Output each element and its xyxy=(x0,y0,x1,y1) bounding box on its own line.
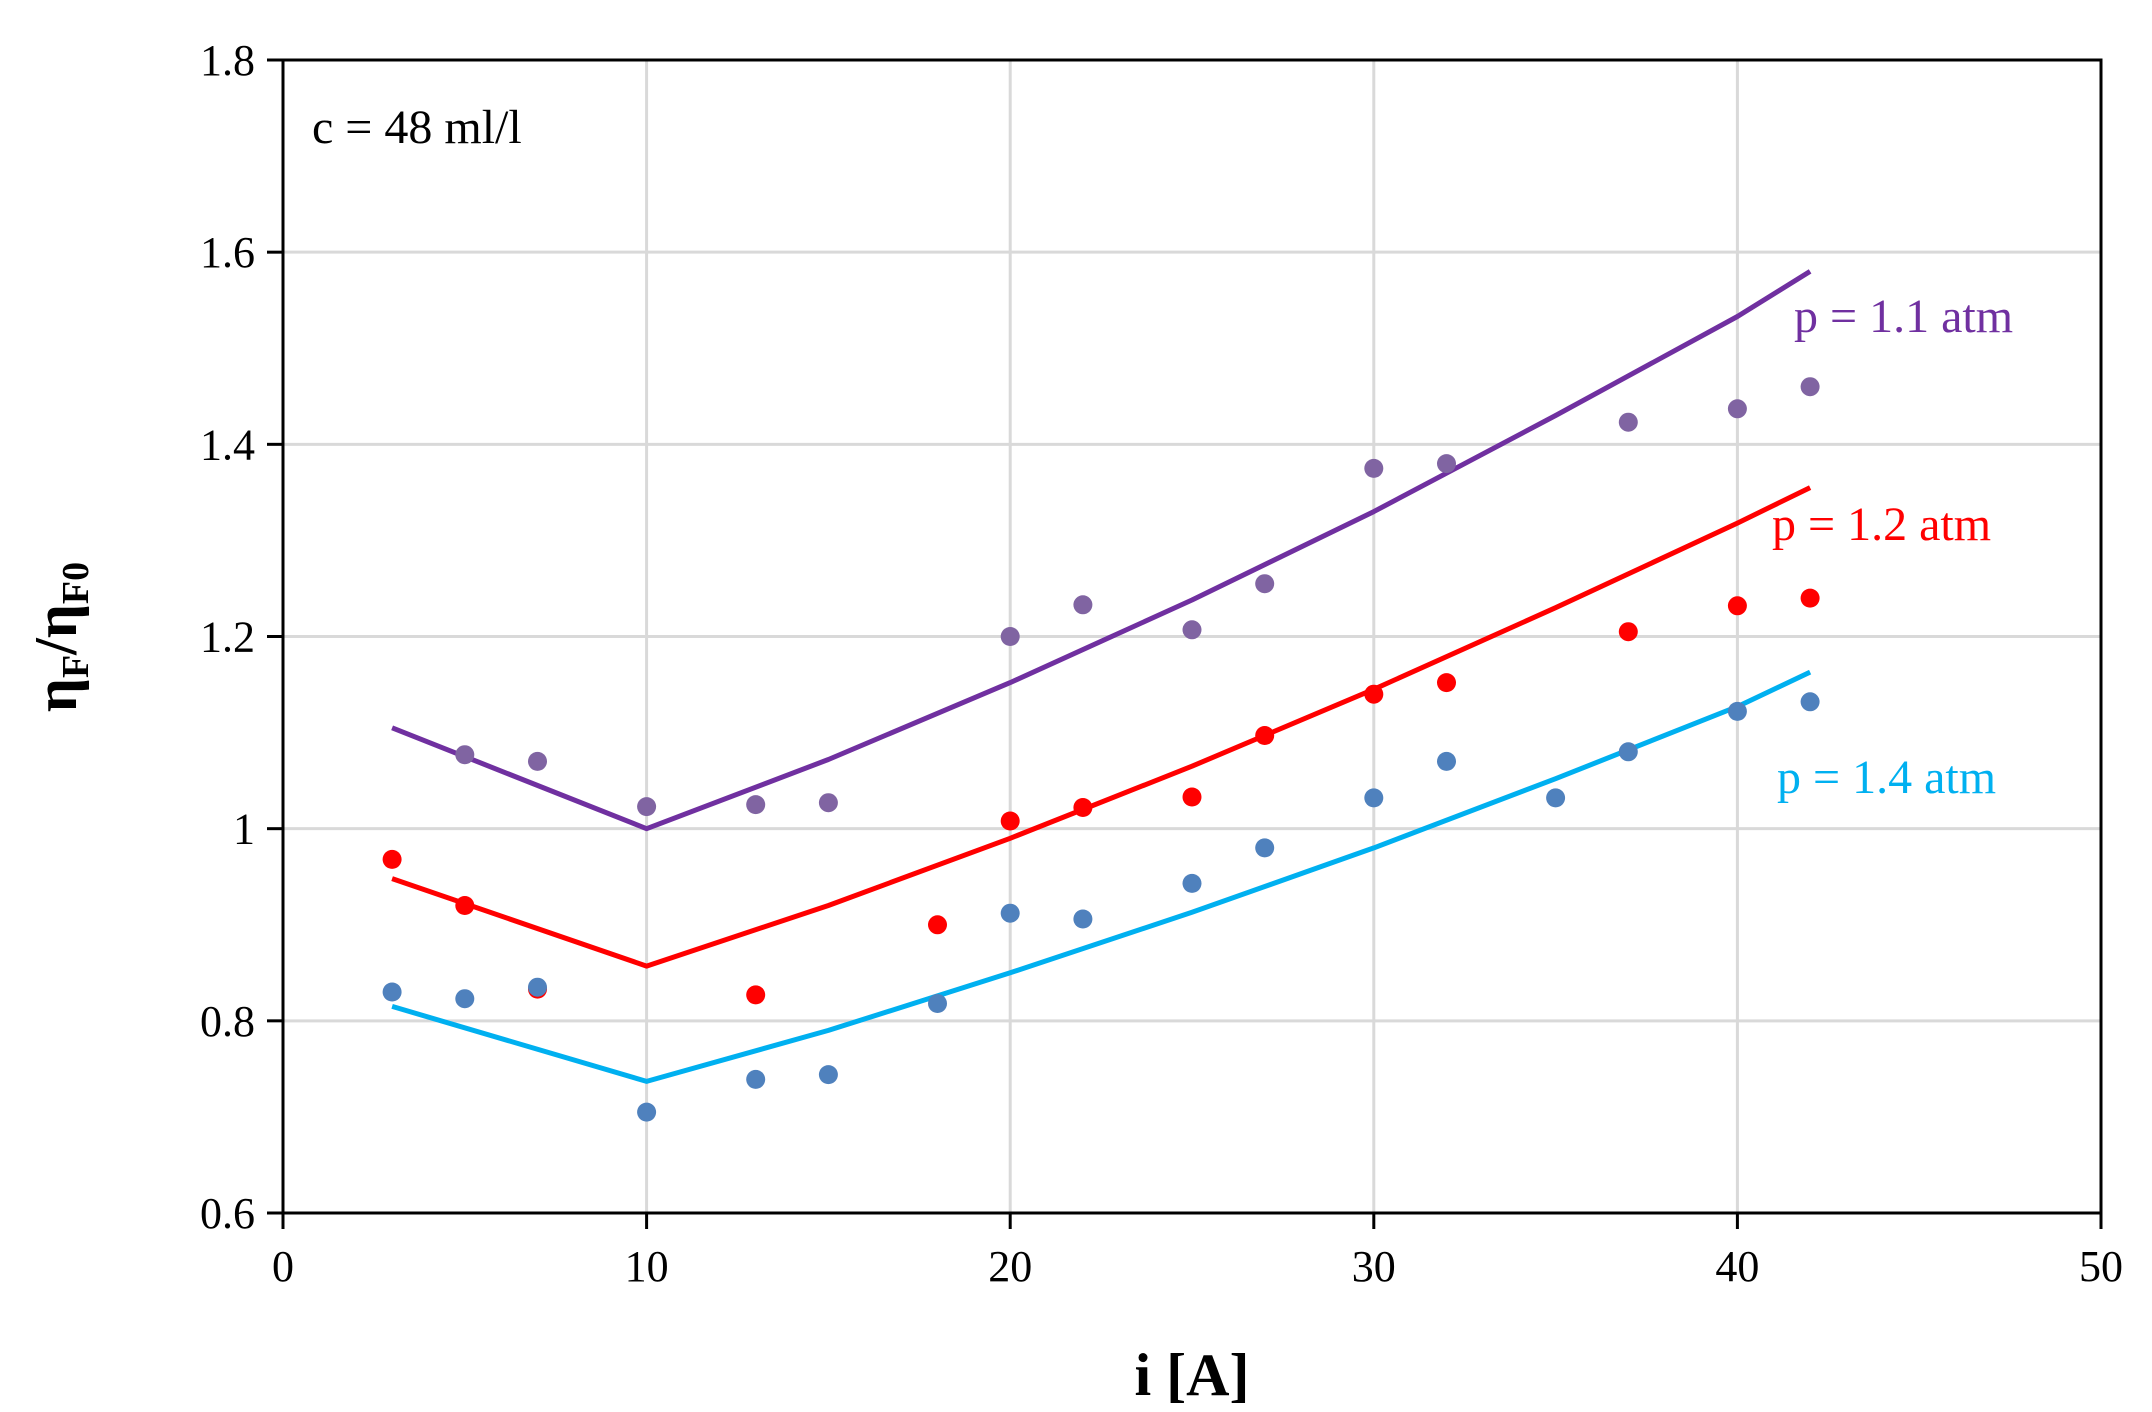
data-point xyxy=(746,985,766,1005)
data-point xyxy=(382,849,402,869)
data-point xyxy=(1000,903,1020,923)
data-point xyxy=(382,982,402,1002)
data-point xyxy=(1000,811,1020,831)
y-tick-label: 1.2 xyxy=(200,613,255,662)
data-point xyxy=(928,915,947,935)
y-axis-title-sub2: F0 xyxy=(55,562,97,604)
y-tick-label: 1.4 xyxy=(200,420,255,469)
data-point xyxy=(528,751,547,771)
x-axis-ticks: 0 10 20 30 40 50 xyxy=(272,1213,2123,1291)
fit-line xyxy=(391,669,1812,1084)
data-point xyxy=(1727,399,1747,419)
concentration-annotation: c = 48 ml/l xyxy=(312,101,522,154)
data-point xyxy=(1618,742,1638,762)
data-point xyxy=(637,797,657,817)
data-point xyxy=(1437,751,1456,771)
data-point xyxy=(746,1069,766,1089)
data-point xyxy=(1073,798,1093,817)
x-tick-label: 30 xyxy=(1352,1242,1396,1291)
fit-line xyxy=(391,485,1812,969)
series-2 xyxy=(382,485,1820,1005)
data-point xyxy=(818,1065,838,1085)
y-axis-title-eta1: η xyxy=(23,678,89,712)
series-1 xyxy=(391,269,1820,832)
data-point xyxy=(1800,692,1820,712)
x-tick-label: 40 xyxy=(1715,1242,1759,1291)
data-point xyxy=(1364,458,1384,478)
x-tick-label: 50 xyxy=(2079,1242,2123,1291)
data-point xyxy=(746,795,766,815)
data-point xyxy=(1800,588,1820,608)
data-point xyxy=(1000,627,1020,646)
data-point xyxy=(1255,726,1275,745)
data-point xyxy=(1073,595,1093,615)
data-point xyxy=(1437,673,1456,693)
y-tick-label: 1.8 xyxy=(200,36,255,85)
y-axis-title-eta2: η xyxy=(23,604,89,638)
data-point xyxy=(1618,412,1638,432)
data-point xyxy=(1618,622,1638,642)
data-point xyxy=(1800,377,1820,397)
data-point xyxy=(1182,787,1202,807)
data-point xyxy=(1255,574,1275,594)
y-tick-label: 1.6 xyxy=(200,228,255,277)
data-point xyxy=(818,793,838,813)
y-tick-label: 1 xyxy=(233,805,255,854)
series-label-p-1-4: p = 1.4 atm xyxy=(1777,751,1996,804)
data-point xyxy=(928,994,947,1013)
series-label-p-1-1: p = 1.1 atm xyxy=(1794,290,2013,343)
y-tick-label: 0.6 xyxy=(200,1189,255,1238)
data-point xyxy=(528,977,547,997)
data-point xyxy=(1255,838,1275,858)
data-point xyxy=(455,745,475,765)
series-layer xyxy=(382,269,1820,1122)
data-point xyxy=(637,1102,657,1122)
data-point xyxy=(1182,873,1202,893)
gridlines xyxy=(283,60,2101,1213)
x-tick-label: 0 xyxy=(272,1242,294,1291)
x-tick-label: 20 xyxy=(988,1242,1032,1291)
data-point xyxy=(1727,701,1747,721)
data-point xyxy=(1182,620,1202,640)
data-point xyxy=(1546,788,1566,808)
data-point xyxy=(1364,788,1384,808)
series-label-p-1-2: p = 1.2 atm xyxy=(1772,498,1991,551)
y-axis-title-sub1: F xyxy=(55,655,97,678)
y-tick-label: 0.8 xyxy=(200,997,255,1046)
data-point xyxy=(455,989,475,1009)
y-axis-ticks: 0.6 0.8 1 1.2 1.4 1.6 1.8 xyxy=(200,36,283,1238)
x-tick-label: 10 xyxy=(625,1242,669,1291)
data-point xyxy=(1364,684,1384,704)
data-point xyxy=(1727,596,1747,616)
y-axis-title-slash: / xyxy=(23,637,89,656)
data-point xyxy=(1073,909,1093,929)
y-axis-title: ηF/ηF0 xyxy=(23,562,97,712)
series-3 xyxy=(382,669,1820,1122)
x-axis-title: i [A] xyxy=(1135,1342,1250,1408)
data-point xyxy=(455,896,475,915)
fit-line xyxy=(391,269,1812,832)
data-point xyxy=(1437,454,1456,474)
